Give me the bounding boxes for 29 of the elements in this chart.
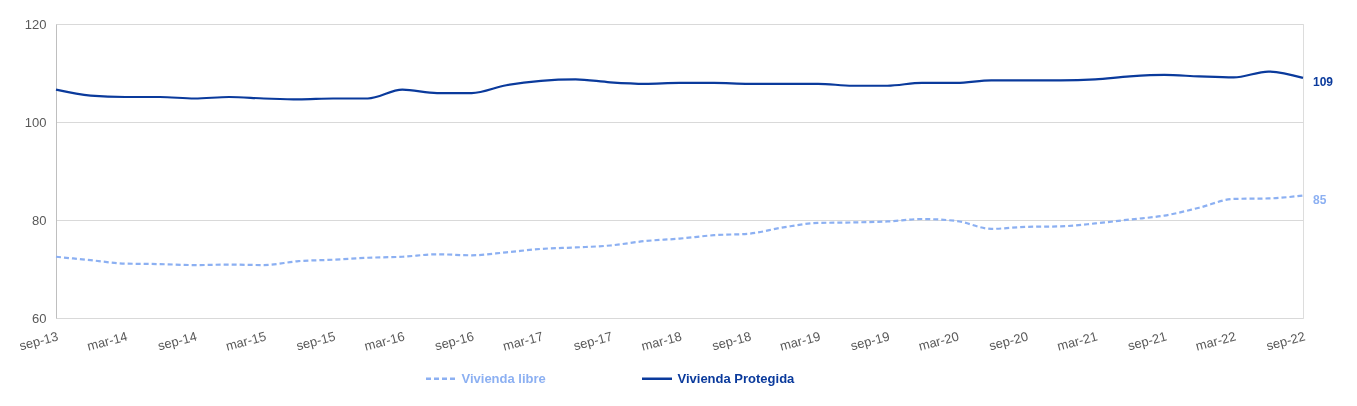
x-tick-label: mar-20 xyxy=(916,328,961,354)
x-tick-label: mar-22 xyxy=(1193,328,1238,354)
x-tick-label: mar-16 xyxy=(362,328,407,354)
x-tick-label: sep-22 xyxy=(1264,328,1307,354)
x-tick-label: mar-17 xyxy=(501,328,545,354)
legend-label: Vivienda libre xyxy=(461,370,546,386)
y-tick-label: 80 xyxy=(32,212,47,228)
x-tick-label: mar-18 xyxy=(639,328,684,354)
line-series xyxy=(54,194,1305,267)
legend-label: Vivienda Protegida xyxy=(677,370,796,386)
data-label: 85 xyxy=(1313,192,1327,207)
x-tick-label: sep-13 xyxy=(17,328,60,354)
x-tick-label: mar-14 xyxy=(85,328,130,354)
x-tick-label: mar-21 xyxy=(1055,328,1100,354)
x-tick-label: mar-19 xyxy=(778,328,822,354)
x-tick-label: sep-20 xyxy=(987,328,1030,354)
x-tick-label: sep-17 xyxy=(571,328,615,354)
y-tick-label: 60 xyxy=(32,310,47,326)
x-tick-label: sep-14 xyxy=(156,328,199,354)
x-tick-label: sep-21 xyxy=(1126,328,1169,354)
data-label: 109 xyxy=(1313,74,1334,89)
x-tick-label: sep-16 xyxy=(433,328,476,354)
x-tick-label: sep-19 xyxy=(848,328,892,354)
y-tick-label: 100 xyxy=(24,114,47,130)
y-tick-label: 120 xyxy=(24,16,47,32)
x-tick-label: sep-15 xyxy=(294,328,337,354)
x-tick-label: sep-18 xyxy=(710,328,753,354)
x-tick-label: mar-15 xyxy=(224,328,268,354)
line-series xyxy=(54,70,1305,101)
